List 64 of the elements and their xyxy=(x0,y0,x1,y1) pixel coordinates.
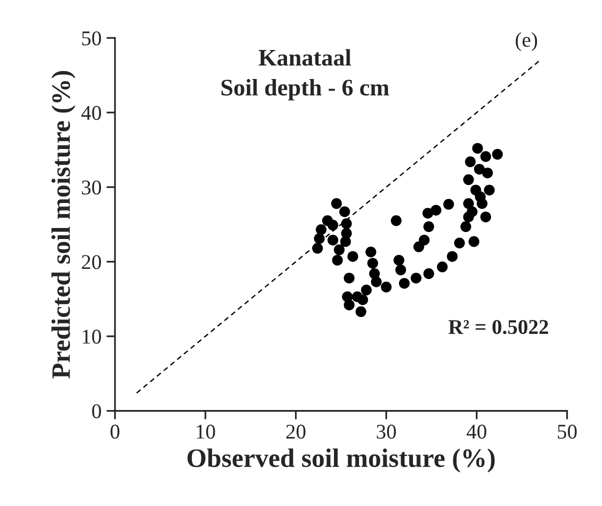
point xyxy=(328,234,338,246)
chart-title: Kanataal xyxy=(258,49,352,66)
x-tick-label: 20 xyxy=(286,424,306,439)
point xyxy=(394,254,404,266)
annotation: (e) xyxy=(516,32,538,52)
x-tick-label: 40 xyxy=(466,424,486,439)
point xyxy=(316,224,327,236)
point xyxy=(347,251,358,262)
point xyxy=(340,236,351,247)
point xyxy=(436,262,448,272)
point xyxy=(446,251,458,262)
point xyxy=(344,300,355,310)
point xyxy=(334,244,345,256)
point xyxy=(332,254,343,266)
point xyxy=(356,306,366,318)
point xyxy=(466,206,478,218)
point xyxy=(352,291,363,302)
point xyxy=(367,258,378,269)
point xyxy=(418,234,430,246)
y-tick-label: 10 xyxy=(82,330,101,344)
point xyxy=(360,284,372,296)
y-axis-title: Predicted soil moisture (%) xyxy=(51,71,76,378)
point xyxy=(423,221,434,232)
point xyxy=(410,272,422,284)
annotation: R² = 0.5022 xyxy=(448,320,548,334)
point xyxy=(463,174,474,186)
x-axis-title: Observed soil moisture (%) xyxy=(188,448,495,472)
point xyxy=(312,242,323,254)
x-tick-label: 0 xyxy=(110,424,120,439)
point xyxy=(464,156,476,168)
point xyxy=(480,212,492,222)
point xyxy=(339,206,350,218)
point xyxy=(492,148,503,160)
point xyxy=(344,272,355,284)
point xyxy=(328,220,338,231)
point xyxy=(463,198,474,209)
y-tick-label: 30 xyxy=(82,180,101,195)
point xyxy=(474,191,486,202)
point xyxy=(398,278,410,289)
point xyxy=(331,198,342,209)
point xyxy=(430,204,442,216)
point xyxy=(370,276,382,288)
point xyxy=(443,198,454,210)
point xyxy=(423,268,434,280)
point xyxy=(460,221,472,232)
text: Soil depth - 6 cm xyxy=(222,78,390,100)
point xyxy=(390,215,402,226)
x-tick-label: 10 xyxy=(196,424,216,439)
y-tick-label: 50 xyxy=(82,31,101,46)
point xyxy=(365,246,376,258)
point xyxy=(380,282,392,292)
x-tick-label: 50 xyxy=(558,424,577,439)
point xyxy=(480,151,492,162)
y-tick-label: 40 xyxy=(81,106,101,120)
y-tick-label: 20 xyxy=(82,255,101,270)
point xyxy=(395,264,406,276)
point xyxy=(484,184,495,196)
y-tick-label: 0 xyxy=(92,404,101,418)
x-tick-label: 30 xyxy=(376,424,396,439)
point xyxy=(468,236,480,247)
point xyxy=(482,168,493,178)
point xyxy=(472,142,483,154)
point xyxy=(454,238,465,248)
point xyxy=(474,164,485,175)
